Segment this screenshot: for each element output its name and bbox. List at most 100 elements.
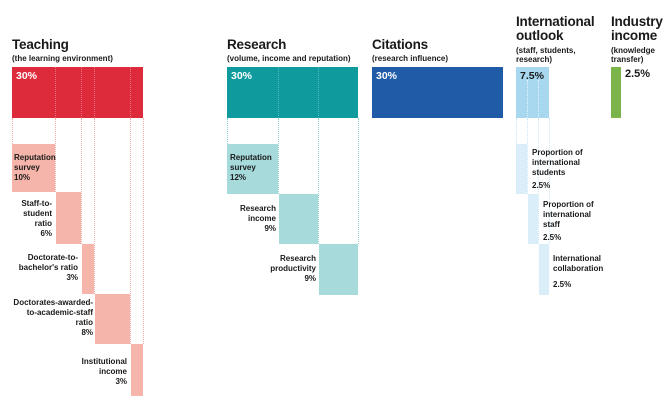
label-line: ratio <box>75 318 93 327</box>
teaching-staff-student-block <box>56 192 81 244</box>
label-percent: 3% <box>66 273 78 282</box>
label-percent: 8% <box>81 328 93 337</box>
research-guide <box>278 118 279 194</box>
title-line: income <box>611 28 658 43</box>
teaching-doctorates-awarded-block <box>95 294 130 344</box>
label-line: Research <box>279 254 316 263</box>
label-line: bachelor's ratio <box>18 263 78 272</box>
citations-subtitle: (research influence) <box>372 54 449 63</box>
international-collaboration-label: International collaboration 2.5% <box>553 254 603 290</box>
research-percent: 30% <box>231 70 253 82</box>
label-line: to-academic-staff <box>26 308 93 317</box>
teaching-bar-divider <box>130 67 131 118</box>
label-line: ratio <box>34 219 52 228</box>
label-percent: 12% <box>230 173 247 182</box>
teaching-institutional-income-label: Institutional income 3% <box>82 357 127 387</box>
teaching-guide <box>143 118 144 344</box>
teaching-subtitle: (the learning environment) <box>12 54 113 63</box>
teaching-reputation-label: Reputation survey 10% <box>14 153 56 183</box>
industry-subtitle: (knowledge transfer) <box>611 46 655 64</box>
industry-title: Industry income <box>611 15 663 43</box>
international-guide <box>527 118 528 194</box>
subtitle-line: transfer) <box>611 55 644 64</box>
subtitle-line: (knowledge <box>611 46 656 55</box>
label-line: collaboration <box>553 264 604 273</box>
teaching-doctorate-bachelor-label: Doctorate-to- bachelor's ratio 3% <box>19 253 78 283</box>
label-line: survey <box>14 163 40 172</box>
industry-bar <box>611 67 621 118</box>
international-students-label: Proportion of international students 2.5… <box>532 148 583 191</box>
international-bar <box>516 67 549 118</box>
international-guide <box>549 118 550 244</box>
label-line: International <box>553 254 602 263</box>
label-line: Reputation <box>14 153 56 162</box>
research-reputation-label: Reputation survey 12% <box>230 153 272 183</box>
teaching-guide <box>81 118 82 244</box>
label-line: international <box>532 158 581 167</box>
label-line: Institutional <box>81 357 127 366</box>
international-staff-label: Proportion of international staff 2.5% <box>543 200 594 243</box>
international-collaboration-block <box>539 244 549 295</box>
label-percent: 2.5% <box>543 233 562 242</box>
research-bar-divider <box>318 67 319 118</box>
teaching-guide <box>55 118 56 192</box>
research-productivity-block <box>319 244 358 295</box>
teaching-bar-divider <box>94 67 95 118</box>
label-line: students <box>532 168 566 177</box>
subtitle-line: (staff, students, <box>516 46 576 55</box>
research-title: Research <box>227 37 287 52</box>
international-bar-divider <box>527 80 528 118</box>
label-line: income <box>247 214 276 223</box>
teaching-guide <box>12 118 13 144</box>
citations-percent: 30% <box>376 70 398 82</box>
teaching-reputation-block <box>12 144 55 192</box>
label-line: Proportion of <box>532 148 583 157</box>
label-percent: 2.5% <box>532 181 551 190</box>
research-reputation-block <box>227 144 278 194</box>
teaching-guide <box>130 118 131 344</box>
teaching-doctorates-awarded-label: Doctorates-awarded- to-academic-staff ra… <box>13 298 93 338</box>
international-bar-divider <box>538 80 539 118</box>
teaching-title: Teaching <box>12 37 69 52</box>
label-percent: 9% <box>264 224 276 233</box>
teaching-bar <box>12 67 143 118</box>
teaching-guide <box>94 118 95 294</box>
research-guide <box>318 118 319 244</box>
industry-percent: 2.5% <box>625 68 651 80</box>
research-income-block <box>279 194 318 244</box>
research-subtitle: (volume, income and reputation) <box>227 54 351 63</box>
label-line: international <box>543 210 592 219</box>
teaching-doctorate-bachelor-block <box>82 244 94 294</box>
research-income-label: Research income 9% <box>240 204 276 234</box>
teaching-bar-divider <box>55 67 56 118</box>
label-percent: 2.5% <box>553 280 572 289</box>
teaching-institutional-income-block <box>131 344 143 396</box>
teaching-bar-divider <box>81 67 82 118</box>
label-percent: 6% <box>40 229 52 238</box>
label-line: Research <box>239 204 276 213</box>
label-line: income <box>98 367 127 376</box>
label-line: Staff-to- <box>21 199 52 208</box>
international-guide <box>538 118 539 244</box>
teaching-staff-student-label: Staff-to- student ratio 6% <box>21 199 52 239</box>
research-guide <box>227 118 228 144</box>
label-line: Proportion of <box>543 200 594 209</box>
international-subtitle: (staff, students, research) <box>516 46 576 64</box>
research-guide <box>358 118 359 244</box>
citations-title: Citations <box>372 37 428 52</box>
teaching-percent: 30% <box>16 70 38 82</box>
research-productivity-label: Research productivity 9% <box>270 254 316 284</box>
label-percent: 3% <box>115 377 127 386</box>
label-percent: 10% <box>14 173 31 182</box>
international-title: International outlook <box>516 14 595 43</box>
label-line: Doctorate-to- <box>27 253 78 262</box>
label-percent: 9% <box>304 274 316 283</box>
title-line: International <box>516 14 595 29</box>
research-bar-divider <box>278 67 279 118</box>
label-line: student <box>23 209 52 218</box>
international-staff-block <box>528 194 538 244</box>
subtitle-line: research) <box>516 55 553 64</box>
title-line: Industry <box>611 14 663 29</box>
international-students-block <box>516 144 527 194</box>
label-line: staff <box>543 220 560 229</box>
